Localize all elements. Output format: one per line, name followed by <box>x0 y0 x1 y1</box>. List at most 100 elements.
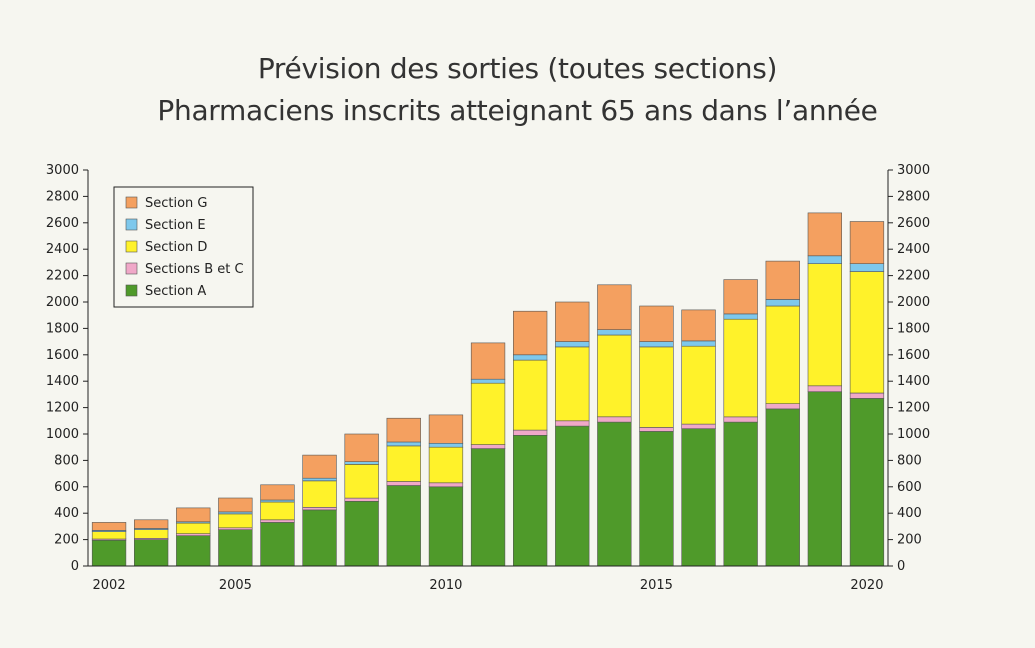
bar-segment-section-e-2009 <box>386 441 421 447</box>
bar-segment-sections-b-et-c-2018 <box>765 403 800 410</box>
bar-segment-section-d-2018 <box>765 305 800 404</box>
bar-segment-section-a-2003 <box>134 539 169 567</box>
legend-label-section-g: Section G <box>145 196 208 211</box>
bar-segment-section-g-2012 <box>512 310 548 356</box>
bar-segment-section-a-2020 <box>849 398 885 567</box>
bar-segment-section-d-2008 <box>344 464 379 499</box>
bars-group <box>91 212 885 567</box>
y-tick-label-left: 2200 <box>46 269 79 284</box>
legend-label-section-e: Section E <box>145 218 206 233</box>
bar-segment-section-g-2014 <box>597 284 632 330</box>
y-tick-label-right: 3000 <box>897 163 930 178</box>
bar-segment-section-d-2017 <box>723 318 758 418</box>
bar-segment-section-a-2004 <box>176 535 211 567</box>
legend-swatch-section-d <box>125 240 138 253</box>
bar-segment-section-d-2013 <box>555 346 590 422</box>
bar-segment-section-e-2008 <box>344 461 379 465</box>
bar-segment-section-g-2009 <box>386 417 421 443</box>
bar-segment-section-a-2015 <box>639 431 674 567</box>
y-tick-label-left: 1000 <box>46 427 79 442</box>
bar-segment-section-a-2010 <box>428 486 464 567</box>
x-tick-label-2005: 2005 <box>219 578 252 593</box>
bar-segment-section-a-2006 <box>260 522 295 567</box>
bar-segment-sections-b-et-c-2014 <box>597 416 632 423</box>
bar-segment-section-g-2006 <box>260 484 295 501</box>
bar-segment-section-a-2018 <box>765 408 800 567</box>
bar-segment-section-a-2009 <box>386 485 421 567</box>
bar-segment-sections-b-et-c-2007 <box>302 506 337 511</box>
bar-segment-section-g-2007 <box>302 454 337 479</box>
bar-segment-section-e-2013 <box>555 341 590 348</box>
bar-segment-section-g-2011 <box>470 342 506 380</box>
bar-segment-section-g-2004 <box>176 507 211 523</box>
bar-segment-section-g-2003 <box>134 519 169 529</box>
bar-segment-section-d-2014 <box>597 334 632 418</box>
bar-segment-sections-b-et-c-2020 <box>849 392 885 399</box>
bar-segment-sections-b-et-c-2010 <box>428 482 464 488</box>
y-tick-label-left: 2000 <box>46 295 79 310</box>
y-tick-label-right: 1600 <box>897 348 930 363</box>
bar-segment-section-d-2004 <box>176 522 211 534</box>
y-tick-label-right: 0 <box>897 559 905 574</box>
y-tick-label-left: 1200 <box>46 401 79 416</box>
bar-segment-section-g-2020 <box>849 221 885 265</box>
bar-segment-section-g-2002 <box>91 522 127 531</box>
bar-segment-section-d-2005 <box>218 513 253 529</box>
bar-segment-sections-b-et-c-2006 <box>260 519 295 523</box>
chart-subtitle: Pharmaciens inscrits atteignant 65 ans d… <box>157 94 878 127</box>
legend-label-section-a: Section A <box>145 284 206 299</box>
bar-segment-section-e-2016 <box>681 340 716 347</box>
bar-segment-section-d-2016 <box>681 345 716 425</box>
bar-segment-sections-b-et-c-2011 <box>470 444 506 449</box>
y-tick-label-right: 1400 <box>897 374 930 389</box>
bar-segment-section-a-2017 <box>723 421 758 567</box>
bar-segment-section-e-2014 <box>597 329 632 336</box>
bar-segment-sections-b-et-c-2016 <box>681 423 716 430</box>
y-tick-label-left: 2800 <box>46 189 79 204</box>
bar-segment-section-a-2016 <box>681 428 716 567</box>
bar-segment-section-a-2005 <box>218 529 253 567</box>
bar-segment-section-g-2018 <box>765 260 800 300</box>
bar-segment-section-e-2015 <box>639 341 674 348</box>
legend-swatch-section-g <box>125 196 138 209</box>
bar-segment-sections-b-et-c-2015 <box>639 427 674 432</box>
y-tick-label-right: 400 <box>897 506 922 521</box>
bar-segment-sections-b-et-c-2013 <box>555 420 590 427</box>
y-tick-label-left: 600 <box>54 480 79 495</box>
bar-segment-section-a-2019 <box>807 391 843 567</box>
bar-segment-sections-b-et-c-2017 <box>723 416 758 423</box>
y-tick-label-left: 200 <box>54 533 79 548</box>
x-tick-label-2002: 2002 <box>93 578 126 593</box>
y-tick-label-left: 2400 <box>46 242 79 257</box>
y-tick-label-right: 2200 <box>897 269 930 284</box>
bar-segment-sections-b-et-c-2019 <box>807 385 843 392</box>
bar-segment-section-d-2002 <box>91 531 127 540</box>
bar-segment-section-e-2007 <box>302 477 337 482</box>
y-tick-label-right: 1200 <box>897 401 930 416</box>
bar-segment-section-d-2009 <box>386 445 421 482</box>
bar-segment-section-d-2006 <box>260 501 295 521</box>
bar-segment-section-d-2019 <box>807 263 843 387</box>
bar-segment-sections-b-et-c-2008 <box>344 497 379 502</box>
bar-segment-section-a-2007 <box>302 509 337 567</box>
bar-segment-section-g-2008 <box>344 433 379 463</box>
bar-segment-section-a-2012 <box>512 434 548 567</box>
bar-segment-section-g-2016 <box>681 309 716 342</box>
chart-title: Prévision des sorties (toutes sections) <box>257 52 778 85</box>
bar-segment-section-a-2002 <box>91 539 127 567</box>
bar-segment-section-g-2017 <box>723 279 758 315</box>
y-tick-label-right: 1000 <box>897 427 930 442</box>
bar-segment-section-d-2015 <box>639 346 674 428</box>
bar-segment-section-g-2013 <box>555 301 590 342</box>
bar-segment-section-d-2020 <box>849 271 885 394</box>
y-tick-label-right: 800 <box>897 453 922 468</box>
bar-segment-section-g-2010 <box>428 414 464 444</box>
bar-segment-section-e-2010 <box>428 442 464 448</box>
legend-swatch-sections-b-et-c <box>125 262 138 275</box>
bar-segment-section-d-2003 <box>134 529 169 539</box>
y-tick-label-right: 2400 <box>897 242 930 257</box>
legend-swatch-section-a <box>125 284 138 297</box>
bar-segment-section-g-2019 <box>807 212 843 257</box>
bar-segment-section-g-2015 <box>639 305 674 342</box>
x-tick-label-2010: 2010 <box>429 578 462 593</box>
